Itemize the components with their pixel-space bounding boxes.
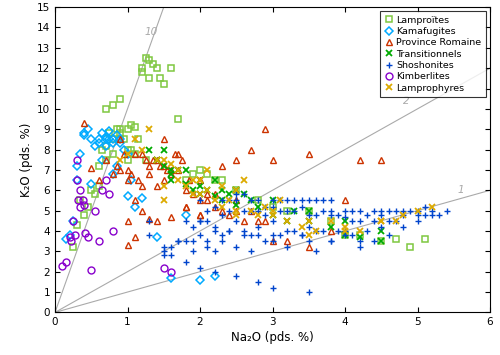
Legend: Lamproïtes, Kamafugites, Province Romaine, Transitionnels, Shoshonites, Kimberli: Lamproïtes, Kamafugites, Province Romain… (380, 11, 486, 98)
Text: 10: 10 (144, 27, 158, 37)
Text: 2: 2 (404, 96, 410, 106)
X-axis label: Na₂O (pds. %): Na₂O (pds. %) (231, 332, 314, 344)
Y-axis label: K₂O (pds. %): K₂O (pds. %) (20, 122, 32, 197)
Text: 1: 1 (458, 185, 464, 195)
